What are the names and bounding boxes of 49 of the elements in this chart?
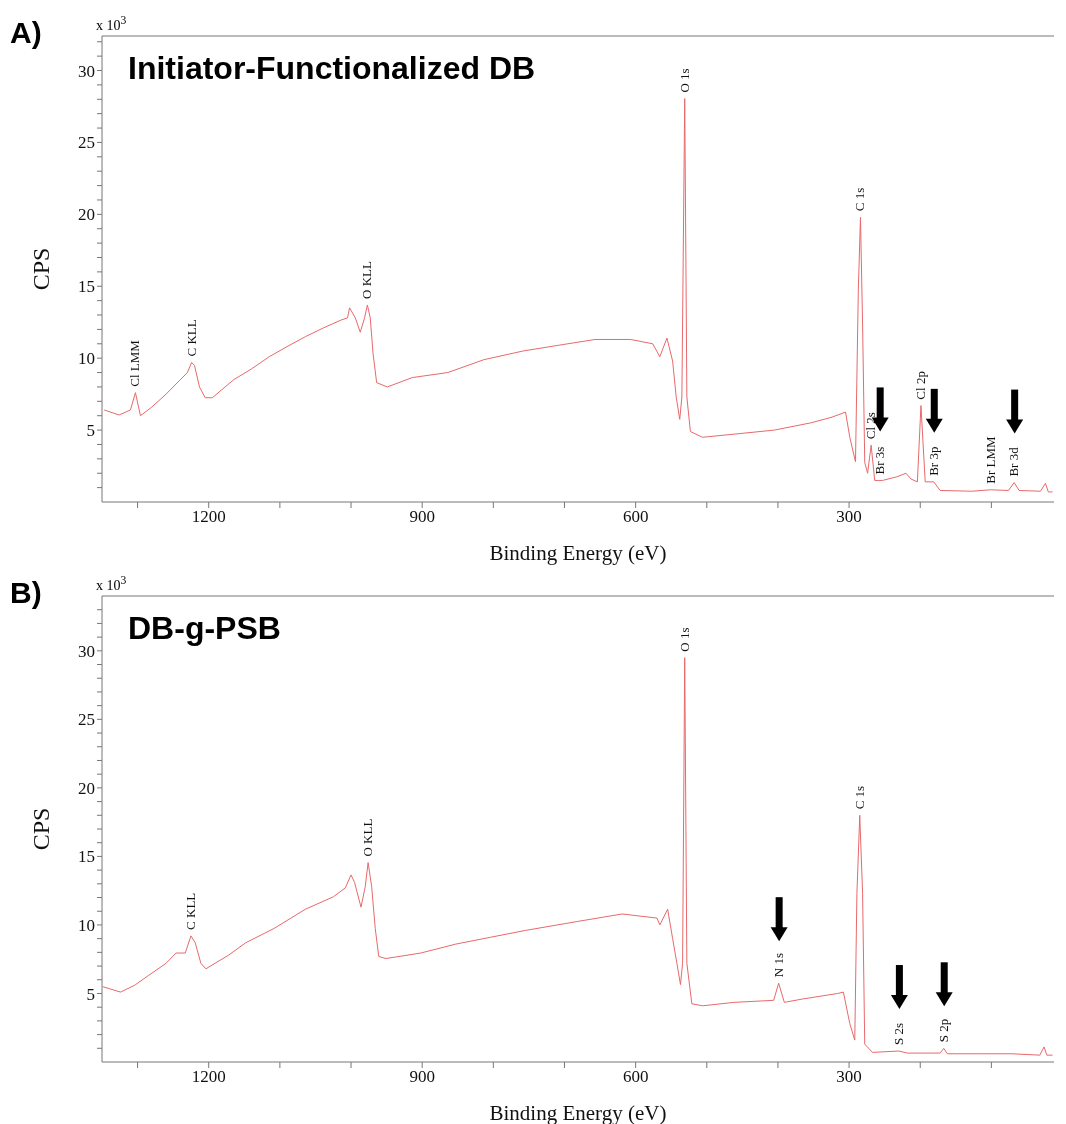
annotation: Br LMM [982, 436, 998, 484]
x-tick-label: 1200 [191, 507, 226, 527]
y-tick-label: 5 [86, 984, 95, 1004]
annotation: Br 3d [1006, 446, 1022, 477]
line-series [102, 657, 1054, 1056]
annotation: S 2s [890, 1022, 906, 1046]
x-tick-label: 1200 [191, 1067, 226, 1087]
annotation: O 1s [676, 68, 692, 93]
annotation: Br 3s [871, 446, 887, 475]
y-tick-label: 5 [86, 421, 95, 441]
y-tick-label: 30 [78, 61, 95, 81]
y-tick-label: 25 [78, 710, 95, 730]
x-tick-label: 900 [409, 1067, 435, 1087]
annotation: C 1s [851, 785, 867, 810]
x-axis-title: Binding Energy (eV) [489, 1101, 667, 1124]
text: B) [10, 576, 42, 610]
text: x 10$^{3}$ [96, 14, 127, 34]
annotation: S 2p [935, 1018, 951, 1043]
x-tick-label: 600 [622, 507, 649, 527]
y-axis-title: CPS [27, 247, 54, 291]
annotation: N 1s [770, 952, 786, 978]
annotation: C KLL [183, 319, 199, 357]
y-tick-label: 10 [78, 915, 95, 935]
annotation: Cl 2p [912, 371, 928, 400]
y-tick-label: 20 [78, 205, 95, 225]
y-tick-label: 30 [78, 641, 95, 661]
chart-title: Initiator-Functionalized DB [128, 50, 536, 87]
text: DB-g-PSB [128, 610, 281, 647]
x-tick-label: 300 [836, 1067, 862, 1087]
text: x 10$^{3}$ [96, 574, 127, 594]
x-tick-label: 600 [622, 1067, 649, 1087]
x-axis-title: Binding Energy (eV) [489, 541, 667, 565]
y-tick-label: 20 [78, 778, 95, 798]
x-tick-label: 900 [409, 507, 435, 527]
annotation: C KLL [182, 892, 198, 930]
annotation: O KLL [359, 260, 375, 299]
annotation: O KLL [360, 818, 376, 857]
line-series [103, 98, 1054, 493]
annotation: Br 3p [925, 446, 941, 476]
y-tick-label: 25 [78, 133, 95, 153]
y-tick-label: 15 [78, 277, 95, 297]
y-axis-title: CPS [27, 807, 54, 851]
x-tick-label: 300 [836, 507, 862, 527]
annotation: Cl LMM [127, 339, 143, 387]
annotation: C 1s [852, 187, 868, 212]
annotation: O 1s [676, 627, 692, 652]
y-tick-label: 15 [78, 847, 95, 867]
y-tick-label: 10 [78, 349, 95, 369]
text: A) [10, 16, 42, 50]
